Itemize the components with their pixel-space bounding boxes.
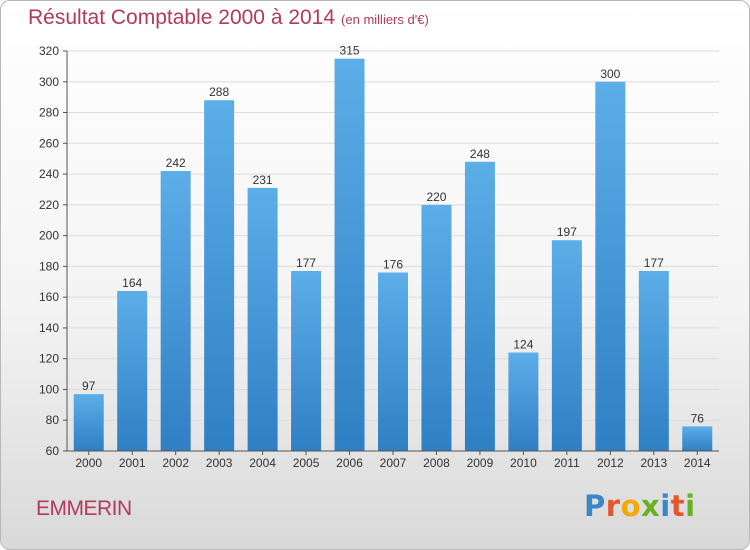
- bar: [117, 291, 148, 451]
- bar-value-label: 176: [383, 258, 403, 272]
- bar: [334, 58, 365, 451]
- x-tick-label: 2001: [119, 456, 146, 470]
- bar-value-label: 124: [513, 338, 533, 352]
- y-tick-label: 80: [46, 413, 60, 427]
- y-tick-label: 260: [39, 136, 59, 150]
- bar: [291, 271, 322, 451]
- y-tick-label: 240: [39, 167, 59, 181]
- proxiti-logo: Proxiti: [584, 489, 696, 523]
- y-tick-label: 100: [39, 382, 59, 396]
- logo-letter: i: [685, 489, 696, 523]
- bar: [160, 171, 191, 451]
- y-tick-label: 60: [46, 444, 60, 458]
- bar: [464, 161, 495, 451]
- commune-name: EMMERIN: [36, 497, 132, 520]
- x-tick-label: 2013: [640, 456, 667, 470]
- x-tick-label: 2014: [684, 456, 711, 470]
- x-tick-label: 2003: [206, 456, 233, 470]
- y-tick-label: 200: [39, 229, 59, 243]
- y-tick-label: 120: [39, 352, 59, 366]
- y-tick-label: 180: [39, 259, 59, 273]
- x-tick-label: 2008: [423, 456, 450, 470]
- bar-value-label: 197: [557, 225, 577, 239]
- chart-title-main: Résultat Comptable 2000 à 2014: [28, 6, 336, 29]
- x-tick-label: 2010: [510, 456, 537, 470]
- bar: [378, 272, 408, 451]
- logo-letter: P: [584, 489, 606, 523]
- x-tick-label: 2007: [380, 456, 407, 470]
- logo-letter: o: [620, 489, 642, 523]
- bar-value-label: 315: [340, 44, 360, 58]
- bar: [247, 187, 278, 451]
- x-tick-label: 2005: [293, 456, 320, 470]
- logo-letter: x: [641, 489, 661, 523]
- y-tick-label: 220: [39, 198, 59, 212]
- x-tick-label: 2006: [336, 456, 363, 470]
- x-tick-label: 2012: [597, 456, 624, 470]
- bar: [551, 240, 582, 451]
- bar-value-label: 177: [644, 256, 664, 270]
- bar-value-label: 231: [253, 173, 273, 187]
- bar: [638, 271, 669, 451]
- logo-letter: r: [605, 489, 621, 523]
- y-tick-label: 140: [39, 321, 59, 335]
- logo-letter: t: [670, 489, 686, 523]
- bar: [204, 100, 235, 451]
- bar-value-label: 177: [296, 256, 316, 270]
- bar-value-label: 300: [600, 67, 620, 81]
- x-tick-label: 2000: [75, 456, 102, 470]
- x-tick-label: 2004: [249, 456, 276, 470]
- y-tick-label: 320: [39, 44, 59, 58]
- y-tick-label: 280: [39, 106, 59, 120]
- bar: [595, 81, 626, 452]
- x-tick-label: 2011: [554, 456, 580, 470]
- bar-value-label: 242: [166, 156, 186, 170]
- bar-value-label: 164: [122, 276, 142, 290]
- logo-letter: i: [660, 489, 671, 523]
- chart-title-unit: (en milliers d'€): [341, 12, 429, 27]
- bar: [682, 426, 713, 451]
- y-tick-label: 300: [39, 75, 59, 89]
- bar-value-label: 76: [691, 411, 705, 425]
- bar-value-label: 248: [470, 147, 490, 161]
- bar: [73, 394, 104, 451]
- bar-value-label: 220: [426, 190, 446, 204]
- x-tick-label: 2002: [162, 456, 189, 470]
- y-tick-label: 160: [39, 290, 59, 304]
- chart-title: Résultat Comptable 2000 à 2014 (en millie…: [28, 6, 429, 30]
- bar: [421, 204, 452, 451]
- bar-value-label: 97: [82, 379, 96, 393]
- bar-value-label: 288: [209, 85, 229, 99]
- x-tick-label: 2009: [467, 456, 494, 470]
- bar: [508, 352, 539, 451]
